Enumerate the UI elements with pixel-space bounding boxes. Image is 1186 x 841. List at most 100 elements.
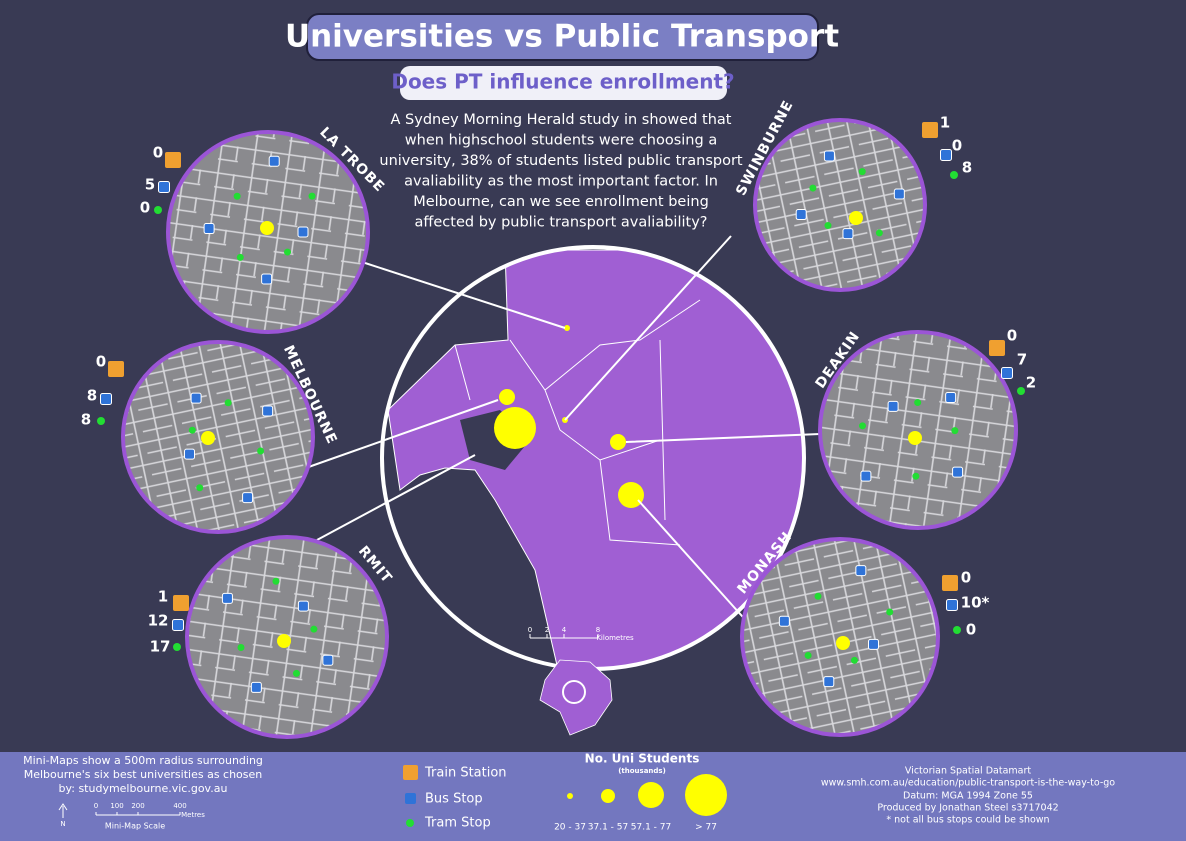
tram-stop-icon [257, 447, 265, 455]
tram-stop-icon [284, 248, 292, 256]
subtitle: Does PT influence enrollment? [391, 70, 734, 94]
tram-count: 8 [962, 159, 972, 177]
tram-stop-icon [310, 625, 318, 633]
university-dot [836, 636, 850, 650]
bus-stop-icon [221, 592, 233, 604]
bus-stop-icon [297, 600, 309, 612]
size-class: 37.1 - 57 [588, 823, 628, 833]
mini-scale-tick: 200 [131, 802, 144, 810]
footer-content: Mini-Maps show a 500m radius surrounding… [23, 752, 1115, 833]
tram-stop-icon [809, 184, 817, 192]
credit: www.smh.com.au/education/public-transpor… [821, 778, 1115, 789]
tram-stop-icon [233, 192, 241, 200]
train-count: 0 [96, 353, 106, 371]
credit: Victorian Spatial Datamart [905, 766, 1031, 777]
mini-scale-tick: 100 [110, 802, 123, 810]
size-legend-subtitle: (thousands) [618, 767, 666, 775]
bus-icon [172, 619, 184, 631]
tram-stop-icon [824, 222, 832, 230]
intro-line: avaliability as the most important facto… [404, 174, 718, 190]
tram-stop-icon [814, 592, 822, 600]
tram-icon [950, 171, 958, 179]
tram-stop-icon [308, 192, 316, 200]
bus-stop-icon [242, 492, 254, 504]
bus-stop-icon [268, 155, 280, 167]
bus-icon [158, 181, 170, 193]
train-count: 0 [153, 144, 163, 162]
university-dot [849, 211, 863, 225]
title: Universities vs Public Transport [285, 19, 839, 55]
tram-stop-icon [914, 399, 922, 407]
tram-stop-icon [237, 644, 245, 652]
tram-stop-icon [858, 422, 866, 430]
mini-map-circle [121, 340, 315, 534]
tram-stop-icon [196, 484, 204, 492]
bus-stop-icon [945, 392, 957, 404]
intro-line: Melbourne, can we see enrollment being [413, 194, 709, 210]
tram-icon [154, 206, 162, 214]
bus-stop-icon [887, 400, 899, 412]
tram-stop-icon [236, 253, 244, 261]
bus-stop-icon [952, 466, 964, 478]
tram-stop-icon [272, 577, 280, 585]
bus-count: 0 [952, 137, 962, 155]
scale-tick: 0 [528, 626, 532, 634]
tram-count: 8 [81, 411, 91, 429]
train-count: 1 [158, 588, 168, 606]
train-count: 1 [940, 114, 950, 132]
tram-stop-icon [804, 651, 812, 659]
train-icon [989, 340, 1005, 356]
train-icon [165, 152, 181, 168]
scale-tick: 8 [596, 626, 600, 634]
intro-line: affected by public transport avaliabilit… [415, 215, 708, 231]
university-dot [277, 634, 291, 648]
size-class: > 77 [695, 823, 717, 833]
bus-count: 10* [961, 594, 990, 612]
bus-stop-icon [297, 226, 309, 238]
bus-stop-icon [250, 681, 262, 693]
bus-count: 7 [1017, 351, 1027, 369]
bus-stop-icon [823, 676, 835, 688]
bus-icon [1001, 367, 1013, 379]
mini-scale-tick: 0 [94, 802, 98, 810]
tram-count: 17 [150, 638, 171, 656]
bus-stop-icon [203, 223, 215, 235]
central-map [299, 235, 919, 671]
bus-stop-icon [860, 470, 872, 482]
intro-line: A Sydney Morning Herald study in showed … [391, 112, 732, 128]
bus-stop-icon [262, 405, 274, 417]
bus-stop-icon [855, 565, 867, 577]
train-icon [173, 595, 189, 611]
tram-count: 0 [140, 199, 150, 217]
bus-stop-icon [893, 188, 905, 200]
bus-count: 5 [145, 176, 155, 194]
tram-icon [97, 417, 105, 425]
title-box [306, 13, 819, 61]
bus-stop-icon [867, 638, 879, 650]
tram-stop-icon [912, 472, 920, 480]
scale-unit: Kilometres [596, 634, 634, 642]
note: Mini-Maps show a 500m radius surrounding [23, 754, 263, 767]
tram-icon [1017, 387, 1025, 395]
mini-scale-title: Mini-Map Scale [105, 822, 165, 831]
bus-count: 8 [87, 387, 97, 405]
bus-stop-icon [842, 228, 854, 240]
tram-count: 0 [966, 621, 976, 639]
bus-count: 12 [148, 612, 169, 630]
credit: * not all bus stops could be shown [886, 815, 1049, 826]
tram-icon [953, 626, 961, 634]
train-count: 0 [1007, 327, 1017, 345]
credit: Datum: MGA 1994 Zone 55 [903, 791, 1033, 802]
bus-stop-icon [261, 273, 273, 285]
train-icon [922, 122, 938, 138]
credit: Produced by Jonathan Steel s3717042 [877, 803, 1058, 814]
bus-stop-icon [322, 654, 334, 666]
mini-scale-unit: Metres [181, 811, 205, 819]
tram-stop-icon [875, 229, 883, 237]
mini-map-circle [753, 118, 927, 292]
tram-stop-icon [886, 608, 894, 616]
north: N [60, 820, 65, 828]
tram-stop-icon [951, 427, 959, 435]
